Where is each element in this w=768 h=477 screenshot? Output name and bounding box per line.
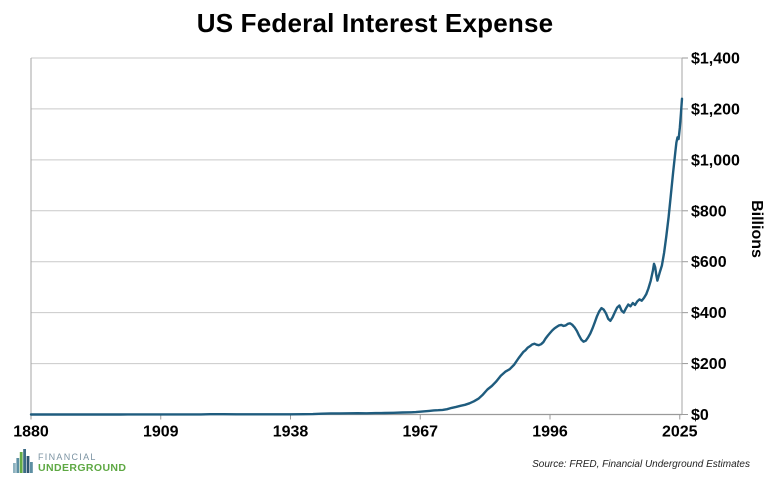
y-tick-label: $1,200 <box>691 101 740 118</box>
financial-underground-logo: FINANCIAL UNDERGROUND <box>13 447 126 473</box>
chart-title: US Federal Interest Expense <box>196 8 554 38</box>
logo-underground-text: UNDERGROUND <box>38 461 127 474</box>
skyline-bars-icon <box>13 449 33 473</box>
y-tick-label: $1,000 <box>691 152 740 169</box>
y-axis-title: Billions <box>748 200 765 258</box>
y-tick-label: $200 <box>691 356 727 373</box>
y-tick-label: $1,400 <box>691 51 740 68</box>
y-tick-label: $800 <box>691 203 727 220</box>
y-tick-label: $0 <box>691 407 709 424</box>
interest-expense-series <box>29 97 684 416</box>
source-attribution: Source: FRED, Financial Underground Esti… <box>532 459 750 470</box>
x-tick-label: 1938 <box>273 424 309 441</box>
x-tick-label: 1967 <box>402 424 438 441</box>
y-tick-label: $600 <box>691 254 727 271</box>
y-tick-label: $400 <box>691 305 727 322</box>
x-tick-label: 1909 <box>143 424 179 441</box>
x-tick-label: 2025 <box>662 424 698 441</box>
x-tick-label: 1880 <box>13 424 49 441</box>
x-tick-label: 1996 <box>532 424 568 441</box>
logo-financial-text: FINANCIAL <box>38 451 97 462</box>
logo-text: FINANCIAL UNDERGROUND <box>38 451 127 474</box>
